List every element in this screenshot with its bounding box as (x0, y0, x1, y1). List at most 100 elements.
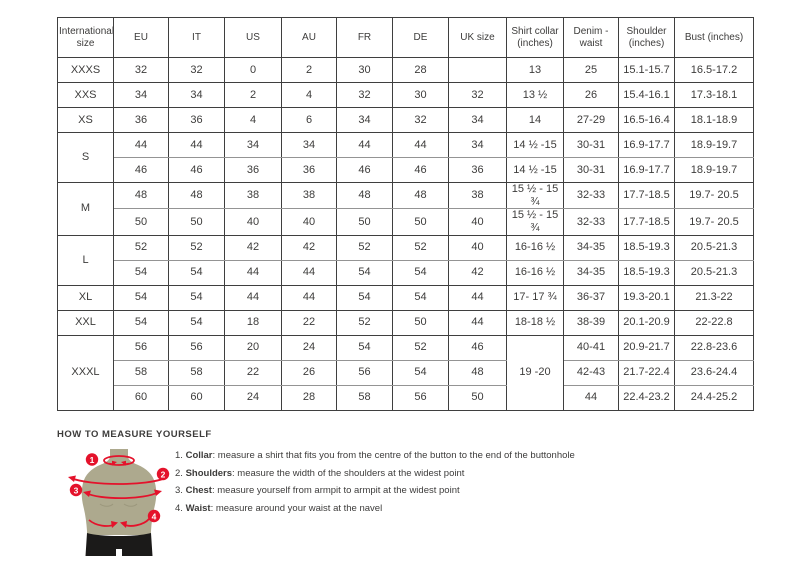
waist-arrowhead-left (111, 521, 118, 528)
size-cell: 15 ½ - 15 ¾ (506, 182, 564, 210)
chest-arrowhead-right (154, 489, 162, 496)
size-cell: 24.4-25.2 (674, 385, 754, 411)
size-cell: 14 ½ -15 (506, 157, 564, 183)
size-cell: 21.7-22.4 (618, 360, 675, 386)
size-cell: 32-33 (563, 182, 619, 210)
size-cell: 26 (563, 82, 619, 108)
size-cell: 19.7- 20.5 (674, 208, 754, 236)
size-cell: 46 (113, 157, 169, 183)
size-cell: 44 (224, 285, 282, 311)
item-number: 1. (175, 450, 183, 461)
size-cell: 34-35 (563, 235, 619, 261)
size-cell: 25 (563, 57, 619, 83)
size-cell: 20.1-20.9 (618, 310, 675, 336)
size-cell: 58 (168, 360, 225, 386)
size-cell: 18.9-19.7 (674, 132, 754, 158)
size-table: International size EU IT US AU FR DE UK … (57, 17, 754, 411)
table-row: L 52 52 42 42 52 52 40 16-16 ½ 34-35 18.5-19.3 20.5… (57, 235, 754, 286)
size-cell: 32-33 (563, 208, 619, 236)
size-cell: 19.7- 20.5 (674, 182, 754, 210)
size-cell: 18.1-18.9 (674, 107, 754, 133)
item-text: : measure around your waist at the navel (210, 502, 383, 514)
header-row: International size EU IT US AU FR DE UK … (57, 17, 754, 58)
column-header-denim-waist: Denim - waist (563, 17, 619, 58)
size-cell: 34-35 (563, 260, 619, 286)
torso-shape (81, 449, 157, 535)
svg-text:1: 1 (90, 455, 95, 465)
size-cell: 44 (336, 132, 393, 158)
size-cell: 40 (448, 208, 507, 236)
size-cell: 46 (336, 157, 393, 183)
size-cell: 44 (168, 132, 225, 158)
size-group-label: L (57, 235, 114, 286)
size-cell: 52 (336, 235, 393, 261)
size-cell: 16-16 ½ (506, 235, 564, 261)
size-cell: 2 (281, 57, 337, 83)
size-cell: 17.7-18.5 (618, 208, 675, 236)
size-cell: 22.8-23.6 (674, 335, 754, 361)
size-cell: 0 (224, 57, 282, 83)
size-cell: 17.7-18.5 (618, 182, 675, 210)
size-cell: 32 (448, 82, 507, 108)
size-cell: 30 (392, 82, 449, 108)
table-row: S 44 44 34 34 44 44 34 14 ½ -15 30-31 16.9-17.7 18.… (57, 132, 754, 183)
size-cell: 18-18 ½ (506, 310, 564, 336)
size-cell: 22-22.8 (674, 310, 754, 336)
measure-badge-3: 3 (69, 483, 83, 497)
size-group-label: XXXS (57, 57, 114, 83)
size-cell: 32 (392, 107, 449, 133)
size-cell: 46 (448, 335, 507, 361)
column-header-eu: EU (113, 17, 169, 58)
size-cell: 44 (281, 260, 337, 286)
item-label: Waist (185, 502, 211, 514)
measure-badge-1: 1 (85, 453, 99, 466)
size-cell: 19.3-20.1 (618, 285, 675, 311)
size-group-label: M (57, 182, 114, 236)
size-cell: 28 (392, 57, 449, 83)
column-header-au: AU (281, 17, 337, 58)
size-cell: 44 (448, 310, 507, 336)
size-cell: 24 (281, 335, 337, 361)
size-cell: 34 (448, 132, 507, 158)
size-cell: 50 (168, 208, 225, 236)
size-cell: 34 (336, 107, 393, 133)
size-cell: 38 (224, 182, 282, 210)
size-cell: 58 (113, 360, 169, 386)
collar-arrowhead-left (112, 460, 117, 466)
size-cell: 50 (392, 208, 449, 236)
size-cell: 52 (113, 235, 169, 261)
item-text: : measure the width of the shoulders at … (232, 467, 465, 479)
size-cell: 38 (281, 182, 337, 210)
table-row: XS 36 36 4 6 34 32 34 14 27-29 16.5-16.4 18.1-18.9 (57, 107, 754, 133)
column-header-fr: FR (336, 17, 393, 58)
table-row: XL 54 54 44 44 54 54 44 17- 17 ¾ 36-37 19.3-20.1 21… (57, 285, 754, 311)
size-cell: 30-31 (563, 157, 619, 183)
size-group-label: XL (57, 285, 114, 311)
size-cell: 18 (224, 310, 282, 336)
size-table-header: International size EU IT US AU FR DE UK … (57, 17, 754, 58)
column-header-shoulder: Shoulder (inches) (618, 17, 675, 58)
size-cell: 54 (336, 335, 393, 361)
table-row: XXS 34 34 2 4 32 30 32 13 ½ 26 15.4-16.1 17.3-18.1 (57, 82, 754, 108)
measure-badge-2: 2 (156, 467, 170, 481)
size-cell: 50 (392, 310, 449, 336)
size-cell: 17- 17 ¾ (506, 285, 564, 311)
size-cell: 20 (224, 335, 282, 361)
size-cell: 44 (392, 132, 449, 158)
size-cell: 48 (168, 182, 225, 210)
shoulders-measure-arrow (70, 477, 166, 485)
table-row: 60 60 24 28 58 56 50 44 22.4-23.2 24.4-25.2 (58, 385, 754, 411)
item-label: Shoulders (185, 467, 233, 479)
size-cell: 44 (563, 385, 619, 411)
size-cell: 54 (336, 285, 393, 311)
size-cell: 14 ½ -15 (506, 132, 564, 158)
size-cell: 30 (336, 57, 393, 83)
table-row: XXXL 56 56 20 24 54 52 46 19 -20 40-41 20.9-21.7 22… (57, 335, 754, 411)
size-cell: 50 (336, 208, 393, 236)
size-cell: 50 (448, 385, 507, 411)
size-cell: 34 (168, 82, 225, 108)
column-header-bust: Bust (inches) (674, 17, 754, 58)
measure-item-chest: 3. Chest: measure yourself from armpit t… (175, 485, 645, 497)
collar-span-cell: 19 -20 (506, 335, 564, 411)
size-cell: 17.3-18.1 (674, 82, 754, 108)
